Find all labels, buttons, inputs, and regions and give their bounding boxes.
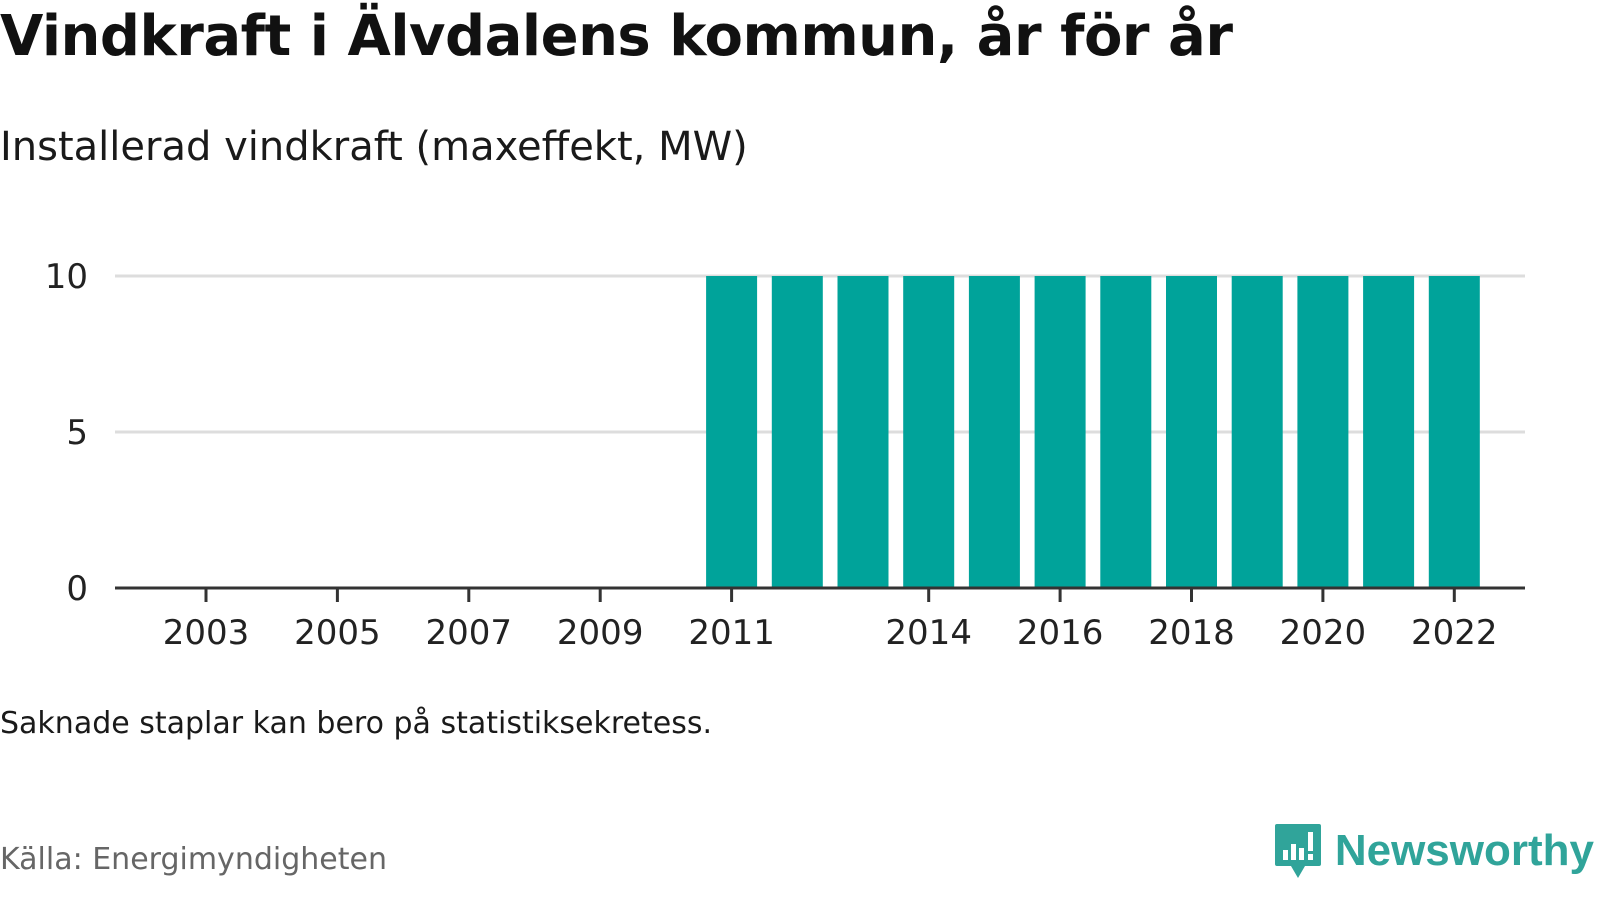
bar-2019 <box>1231 276 1283 588</box>
bar-2014 <box>903 276 955 588</box>
x-tick-label: 2009 <box>557 613 644 653</box>
x-tick-label: 2018 <box>1148 613 1235 653</box>
chart-title: Vindkraft i Älvdalens kommun, år för år <box>0 4 1233 69</box>
x-tick-label: 2005 <box>294 613 381 653</box>
x-tick-label: 2007 <box>426 613 513 653</box>
tick-labels: 0 5 10 2003 2005 2007 2009 2011 2014 2016 2018 2020… <box>45 257 1498 653</box>
x-tick-label: 2022 <box>1411 613 1498 653</box>
y-tick-label: 0 <box>66 569 88 609</box>
x-tick-label: 2003 <box>163 613 250 653</box>
bars <box>706 276 1480 588</box>
x-tick-label: 2014 <box>885 613 972 653</box>
bar-2021 <box>1363 276 1415 588</box>
bar-2022 <box>1428 276 1480 588</box>
axes <box>115 586 1525 602</box>
newsworthy-logo-icon <box>1274 824 1321 878</box>
bar-2013 <box>837 276 889 588</box>
bar-2011 <box>706 276 758 588</box>
bar-2012 <box>771 276 823 588</box>
bar-2015 <box>968 276 1020 588</box>
source-label: Källa: Energimyndigheten <box>0 842 387 877</box>
y-tick-label: 5 <box>66 413 88 453</box>
bar-chart: 0 5 10 2003 2005 2007 2009 2011 2014 2016 2018 2020… <box>45 257 1525 653</box>
brand-name: Newsworthy <box>1334 826 1594 875</box>
x-tick-label: 2016 <box>1017 613 1104 653</box>
brand-logo: Newsworthy <box>1273 822 1594 880</box>
footnote: Saknade staplar kan bero på statistiksek… <box>0 706 713 741</box>
x-tick-label: 2020 <box>1280 613 1367 653</box>
x-tick-label: 2011 <box>688 613 775 653</box>
bar-2018 <box>1166 276 1217 588</box>
bar-2020 <box>1297 276 1349 588</box>
bar-2017 <box>1100 276 1152 588</box>
chart-subtitle: Installerad vindkraft (maxeffekt, MW) <box>0 124 748 170</box>
y-tick-label: 10 <box>45 257 88 297</box>
bar-2016 <box>1034 276 1086 588</box>
